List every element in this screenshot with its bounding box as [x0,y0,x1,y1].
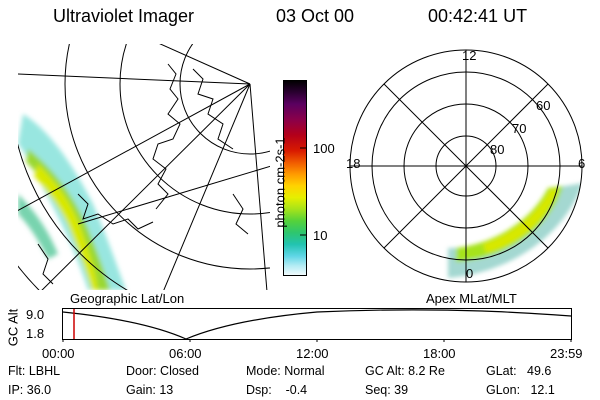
latitude-circles [18,44,270,290]
altitude-timeline [62,308,572,342]
mlt-label-18: 18 [346,156,361,171]
timeline-ytick-min: 1.8 [26,326,45,341]
mlt-label-0: 0 [466,266,474,281]
mode-info: Mode: Normal [246,364,325,378]
mlt-label-12: 12 [462,48,477,63]
glon-info: GLon: 12.1 [486,383,555,397]
seq-info: Seq: 39 [365,383,409,397]
colorbar-tick-100: 100 [313,141,335,156]
colorbar [283,80,307,276]
filter-info: Flt: LBHL [8,364,61,378]
polar-plot [349,49,583,283]
mlt-label-6: 6 [578,156,586,171]
timeline-ytick-max: 9.0 [26,307,45,322]
timeline-xtick-2359: 23:59 [550,346,583,361]
time-label: 00:42:41 UT [428,6,528,26]
timeline-xtick-0000: 00:00 [42,346,75,361]
ip-info: IP: 36.0 [8,383,52,397]
date-label: 03 Oct 00 [276,6,355,26]
mlat-label-80: 80 [490,142,505,157]
colorbar-tick-10: 10 [313,228,328,243]
dsp-info: Dsp: -0.4 [246,383,308,397]
gc-altitude-curve [62,309,572,340]
right-panel-caption: Apex MLat/MLT [426,291,517,306]
gain-info: Gain: 13 [126,383,174,397]
colorbar-label: photon cm-2s-1 [272,137,288,228]
left-panel-caption: Geographic Lat/Lon [70,291,185,306]
coastlines [37,63,249,285]
timeline-axis-label: GC Alt [5,308,21,347]
geographic-map [18,44,270,290]
timeline-xtick-1800: 18:00 [423,346,456,361]
longitude-lines [18,44,270,290]
mlat-label-60: 60 [536,98,551,113]
gc-alt-info: GC Alt: 8.2 Re [365,364,445,378]
aurora-emission-geographic [18,114,126,290]
aurora-emission-polar [448,183,582,278]
timeline-ticks [62,339,572,342]
mlat-label-70: 70 [512,121,527,136]
door-info: Door: Closed [126,364,199,378]
app-title: Ultraviolet Imager [53,6,195,26]
timeline-xtick-0600: 06:00 [169,346,202,361]
timeline-xtick-1200: 12:00 [296,346,329,361]
polar-grid [349,49,583,283]
glat-info: GLat: 49.6 [486,364,552,378]
